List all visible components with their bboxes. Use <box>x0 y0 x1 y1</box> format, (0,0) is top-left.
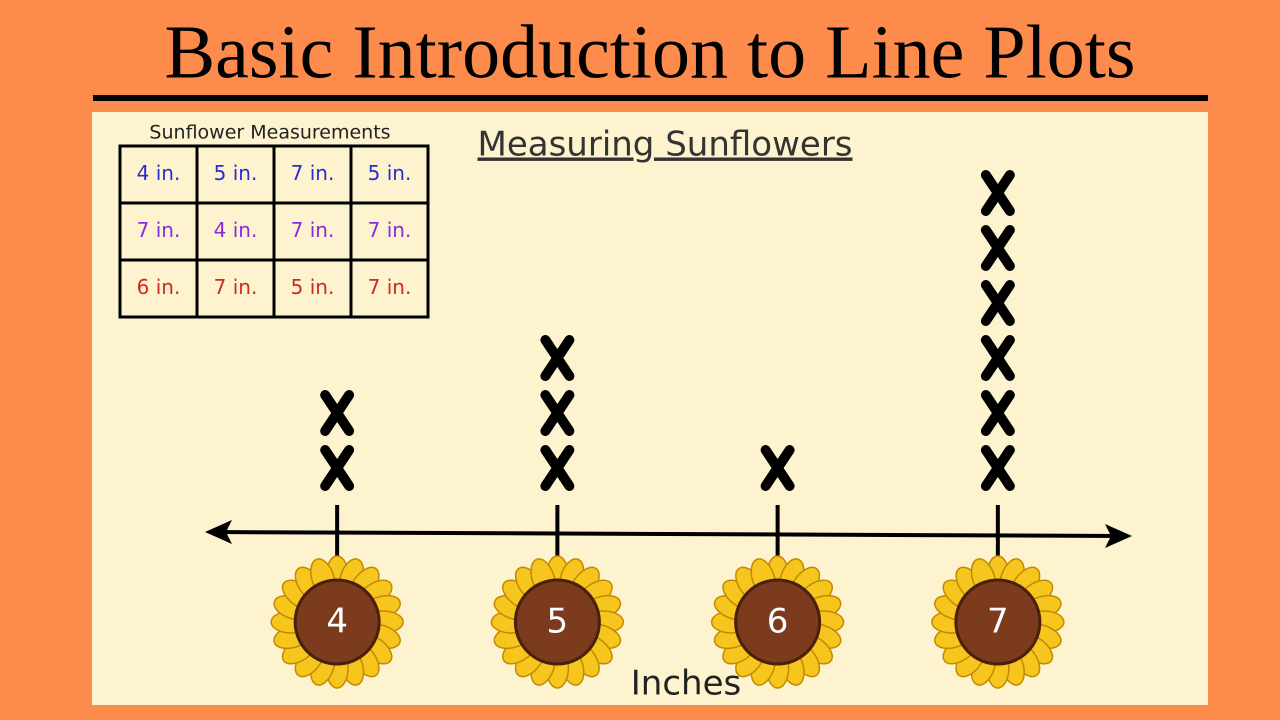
flower-center <box>513 578 601 666</box>
x-stack <box>320 390 355 491</box>
x-tick-label: 7 <box>987 602 1009 642</box>
sunflower: 5 <box>490 555 625 689</box>
x-tick-label: 6 <box>767 602 789 642</box>
x-stack <box>760 445 795 491</box>
title-underline <box>93 95 1208 101</box>
x-mark <box>320 445 355 491</box>
table-cell-text: 7 in. <box>368 218 412 242</box>
table-cell-text: 4 in. <box>137 161 181 185</box>
x-mark <box>540 335 575 381</box>
arrow-left <box>205 520 232 544</box>
x-mark <box>540 445 575 491</box>
flower-center <box>293 578 381 666</box>
x-mark <box>540 390 575 436</box>
x-stack <box>540 335 575 491</box>
x-mark <box>980 225 1015 271</box>
table-cell-text: 7 in. <box>291 218 335 242</box>
table-cell-text: 6 in. <box>137 275 181 299</box>
table-cell-text: 7 in. <box>368 275 412 299</box>
x-mark <box>980 170 1015 216</box>
number-line <box>209 530 1123 538</box>
x-mark <box>320 390 355 436</box>
sunflower: 7 <box>931 555 1065 689</box>
main-title: Basic Introduction to Line Plots <box>164 10 1135 94</box>
table-cell-text: 7 in. <box>214 275 258 299</box>
x-mark <box>980 390 1015 436</box>
table-cell-text: 7 in. <box>137 218 181 242</box>
x-mark <box>980 280 1015 326</box>
sunflower: 6 <box>710 555 845 689</box>
table-cell-text: 5 in. <box>368 161 412 185</box>
table-cell-text: 4 in. <box>214 218 258 242</box>
arrow-right <box>1105 524 1132 548</box>
flower-center <box>954 578 1042 666</box>
x-tick-label: 5 <box>547 602 569 642</box>
x-mark <box>760 445 795 491</box>
table-cell-text: 5 in. <box>214 161 258 185</box>
x-stack <box>980 170 1015 491</box>
chart-title: Measuring Sunflowers <box>477 125 852 165</box>
table-cell-text: 7 in. <box>291 161 335 185</box>
table-title: Sunflower Measurements <box>149 122 390 144</box>
x-tick-label: 4 <box>326 602 348 642</box>
sunflower: 4 <box>270 555 404 689</box>
table-cell-text: 5 in. <box>291 275 335 299</box>
flower-center <box>734 578 822 666</box>
x-mark <box>980 445 1015 491</box>
x-mark <box>980 335 1015 381</box>
axis-label: Inches <box>631 664 741 704</box>
table-cell <box>349 258 430 319</box>
